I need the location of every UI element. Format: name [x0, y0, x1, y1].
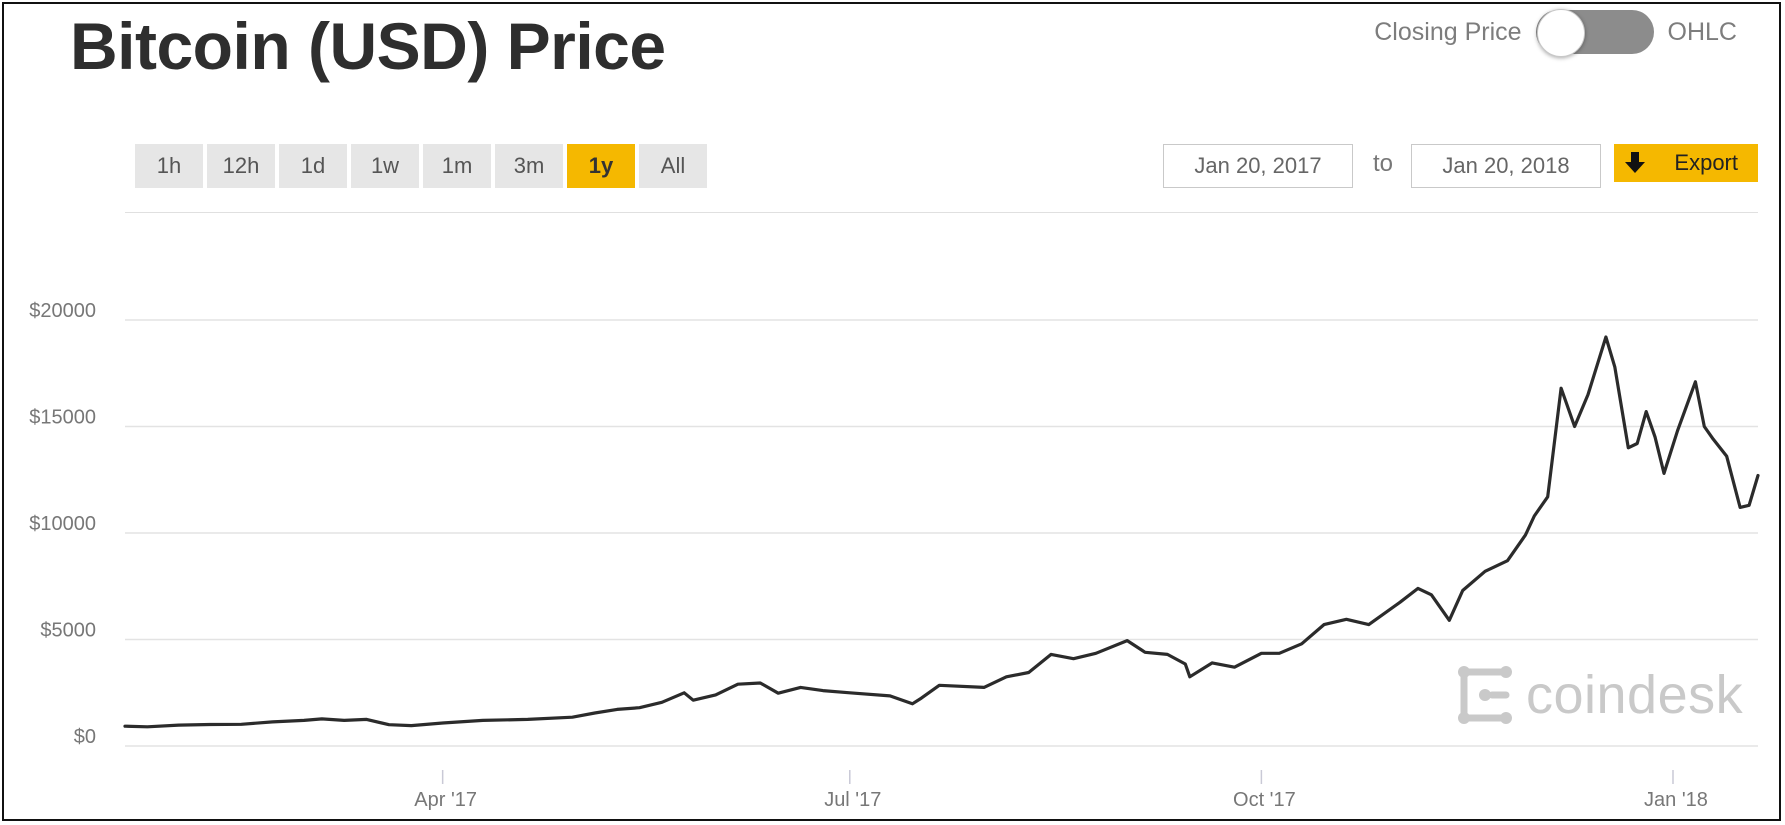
header-divider	[125, 212, 1758, 213]
export-label: Export	[1674, 150, 1738, 175]
range-button-1y[interactable]: 1y	[567, 144, 635, 188]
price-series-line	[123, 335, 1760, 729]
date-range-to-label: to	[1373, 150, 1394, 177]
range-button-12h[interactable]: 12h	[207, 144, 275, 188]
y-tick-label: $5000	[40, 620, 96, 642]
range-button-1d[interactable]: 1d	[279, 144, 347, 188]
download-arrow-icon	[1625, 152, 1645, 173]
closing-price-label: Closing Price	[1374, 17, 1522, 46]
price-mode-toggle[interactable]	[1535, 9, 1654, 57]
coindesk-logo: coindesk	[1454, 664, 1743, 726]
coindesk-logo-icon	[1458, 666, 1512, 724]
from-date-input[interactable]: Jan 20, 2017	[1163, 144, 1353, 188]
range-button-1w[interactable]: 1w	[351, 144, 419, 188]
y-tick-label: $15000	[29, 407, 96, 429]
export-button[interactable]: Export	[1614, 144, 1758, 182]
ohlc-label: OHLC	[1667, 17, 1737, 46]
range-button-all[interactable]: All	[639, 144, 707, 188]
page-title: Bitcoin (USD) Price	[70, 9, 666, 83]
price-mode-toggle-group: Closing Price OHLC	[1374, 9, 1737, 57]
y-tick-label: $0	[74, 726, 96, 748]
x-tick-label: Jul '17	[824, 789, 881, 811]
to-date-input[interactable]: Jan 20, 2018	[1411, 144, 1601, 188]
range-button-3m[interactable]: 3m	[495, 144, 563, 188]
y-tick-label: $10000	[29, 513, 96, 535]
y-tick-label: $20000	[29, 300, 96, 322]
x-tick-label: Oct '17	[1233, 789, 1296, 811]
x-tick-label: Jan '18	[1644, 789, 1708, 811]
toggle-knob[interactable]	[1536, 9, 1585, 57]
range-button-1m[interactable]: 1m	[423, 144, 491, 188]
coindesk-logo-text: coindesk	[1526, 665, 1744, 725]
range-selector: 1h 12h 1d 1w 1m 3m 1y All	[135, 144, 707, 188]
x-tick-label: Apr '17	[414, 789, 477, 811]
range-button-1h[interactable]: 1h	[135, 144, 203, 188]
